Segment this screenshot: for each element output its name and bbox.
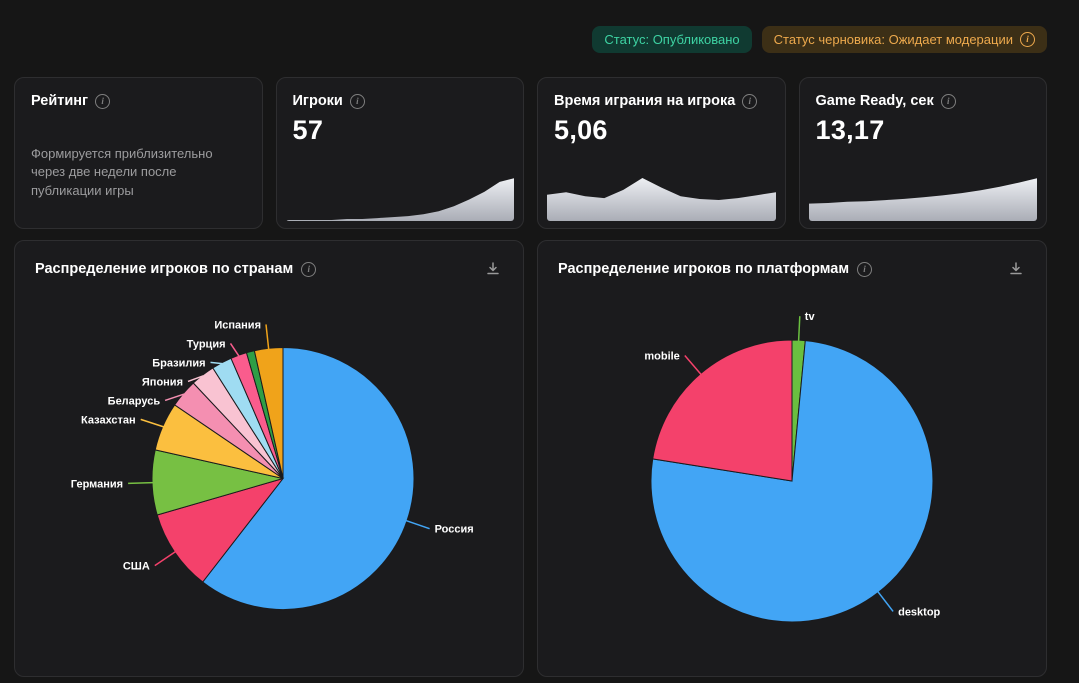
info-icon[interactable]: i <box>1020 32 1035 47</box>
download-icon <box>1010 262 1022 275</box>
countries-pie-chart: Россия США Германия Казахстан Беларусь Япония… <box>35 281 503 666</box>
status-badge-draft: Статус черновика: Ожидает модерации i <box>761 26 1047 53</box>
pie-label-line <box>187 375 204 383</box>
sparkline-svg <box>285 178 514 221</box>
pie-label-line <box>797 316 801 342</box>
card-title-row: Игроки i <box>293 93 508 109</box>
time-per-player-value: 5,06 <box>554 115 608 145</box>
game-ready-card-title: Game Ready, сек <box>815 93 934 109</box>
pie-label-line <box>877 591 894 612</box>
time-per-player-sparkline <box>547 174 776 221</box>
info-icon[interactable]: i <box>95 93 111 109</box>
pie-label-line <box>128 481 154 485</box>
sparkline-svg <box>547 178 776 221</box>
card-title-row: Время играния на игрока i <box>554 93 769 109</box>
info-icon[interactable]: i <box>742 93 758 109</box>
rating-note: Формируется приблизительно через две нед… <box>31 146 213 198</box>
pie-label-line <box>405 519 430 530</box>
players-sparkline <box>285 174 514 221</box>
pie-label-Турция: Турция <box>187 338 226 350</box>
platforms-pie-card: Распределение игроков по платформам i tv… <box>537 240 1047 677</box>
pie-label-Казахстан: Казахстан <box>81 414 136 426</box>
pie-svg: tv desktop mobile <box>644 311 941 623</box>
pie-label-Беларусь: Беларусь <box>108 395 161 407</box>
info-icon[interactable]: i <box>349 93 365 109</box>
rating-card-title: Рейтинг <box>31 93 89 109</box>
pie-label-Япония: Япония <box>142 376 183 388</box>
platforms-pie-title: Распределение игроков по платформам <box>558 261 850 277</box>
pie-card-header: Распределение игроков по платформам i <box>558 259 1026 279</box>
status-badge-published: Статус: Опубликовано <box>592 26 752 53</box>
platforms-pie-chart: tv desktop mobile <box>558 281 1026 666</box>
pie-label-mobile: mobile <box>644 351 679 363</box>
pie-label-line <box>265 324 270 350</box>
pie-label-line <box>229 342 240 357</box>
status-row: Статус: Опубликовано Статус черновика: О… <box>14 26 1047 53</box>
pie-label-Россия: Россия <box>435 524 474 536</box>
info-icon[interactable]: i <box>940 93 956 109</box>
pie-label-Испания: Испания <box>214 319 261 331</box>
status-badge-published-label: Статус: Опубликовано <box>604 32 740 47</box>
players-card: Игроки i 57 <box>275 77 524 229</box>
game-ready-card: Game Ready, сек i 13,17 <box>798 77 1047 229</box>
pie-card-header: Распределение игроков по странам i <box>35 259 503 279</box>
countries-pie-card: Распределение игроков по странам i Росси… <box>14 240 524 677</box>
players-value: 57 <box>292 115 324 145</box>
pie-svg: Россия США Германия Казахстан Беларусь Япония… <box>71 319 474 610</box>
pie-label-tv: tv <box>805 311 816 323</box>
pie-label-line <box>684 355 702 375</box>
pie-label-США: США <box>123 561 150 573</box>
pie-label-desktop: desktop <box>898 606 940 618</box>
download-button[interactable] <box>1006 259 1026 279</box>
time-per-player-card: Время играния на игрока i 5,06 <box>537 77 786 229</box>
game-ready-sparkline <box>808 174 1037 221</box>
card-title-row: Game Ready, сек i <box>816 93 1031 109</box>
time-per-player-card-title: Время играния на игрока <box>554 93 736 109</box>
pie-label-line <box>154 550 176 567</box>
card-title-row: Рейтинг i <box>31 93 246 109</box>
pie-label-Германия: Германия <box>71 478 123 490</box>
players-card-title: Игроки <box>292 93 343 109</box>
pie-label-line <box>164 393 185 402</box>
status-badge-draft-label: Статус черновика: Ожидает модерации <box>773 32 1013 47</box>
info-icon[interactable]: i <box>857 261 873 277</box>
sparkline-svg <box>808 178 1037 221</box>
pie-label-line <box>140 418 164 428</box>
download-icon <box>487 262 499 275</box>
pie-cards-row: Распределение игроков по странам i Росси… <box>14 240 1047 677</box>
game-ready-value: 13,17 <box>815 115 885 145</box>
pie-label-line <box>210 361 223 365</box>
info-icon[interactable]: i <box>301 261 317 277</box>
rating-card: Рейтинг i Формируется приблизительно чер… <box>14 77 263 229</box>
stat-cards-row: Рейтинг i Формируется приблизительно чер… <box>14 77 1047 229</box>
countries-pie-title: Распределение игроков по странам <box>35 261 294 277</box>
pie-label-Бразилия: Бразилия <box>152 357 205 369</box>
download-button[interactable] <box>483 259 503 279</box>
